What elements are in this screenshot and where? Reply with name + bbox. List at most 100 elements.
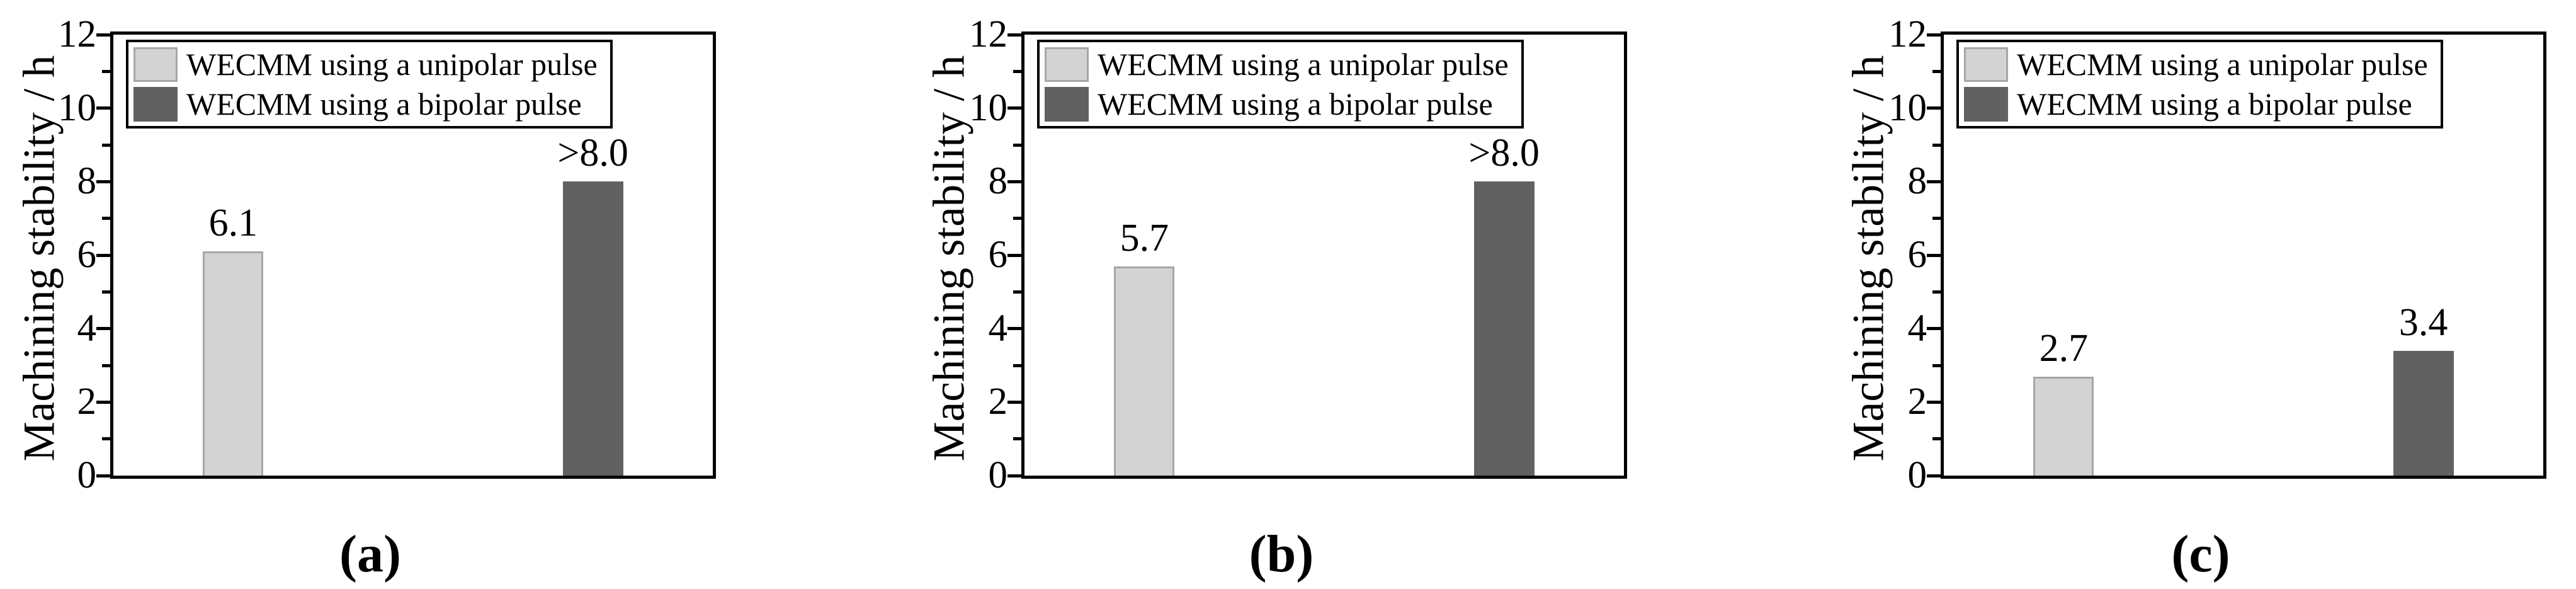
y-axis-minor-tick	[102, 143, 113, 147]
y-axis-major-tick	[1927, 33, 1944, 37]
y-axis-tick-label: 4	[988, 307, 1008, 350]
y-axis-major-tick	[1007, 400, 1024, 404]
y-axis-tick-label: 4	[1907, 307, 1927, 350]
legend-label-bipolar: WECMM using a bipolar pulse	[2017, 86, 2412, 122]
legend-label-unipolar: WECMM using a unipolar pulse	[2017, 47, 2428, 82]
y-axis-tick-label: 12	[58, 13, 96, 55]
y-axis-major-tick	[96, 33, 113, 37]
bar-bipolar	[2393, 350, 2454, 476]
panel-label-a: (a)	[339, 525, 401, 583]
panel-label-b: (b)	[1249, 525, 1314, 583]
legend-swatch-bipolar	[1964, 86, 2008, 122]
y-axis-minor-tick	[1013, 363, 1024, 367]
bar-bipolar	[562, 181, 623, 476]
panel-label-c: (c)	[2171, 525, 2230, 583]
y-axis-minor-tick	[1932, 69, 1944, 73]
bar-value-label: 2.7	[2039, 326, 2089, 370]
y-axis-minor-tick	[1932, 143, 1944, 147]
y-axis-tick-label: 10	[58, 86, 96, 129]
legend-swatch-bipolar	[1045, 86, 1089, 122]
y-axis-tick-label: 2	[1907, 380, 1927, 423]
y-axis-major-tick	[96, 253, 113, 257]
legend-swatch-unipolar	[1964, 47, 2008, 82]
bar-value-label: 5.7	[1120, 216, 1169, 260]
bar-unipolar	[203, 251, 264, 476]
y-axis-major-tick	[1927, 400, 1944, 404]
legend-item-bipolar: WECMM using a bipolar pulse	[1964, 86, 2428, 122]
y-axis-minor-tick	[102, 69, 113, 73]
y-axis-tick-label: 2	[988, 380, 1008, 423]
bar-bipolar	[1473, 181, 1535, 476]
legend: WECMM using a unipolar pulse WECMM using…	[126, 40, 613, 129]
y-axis-major-tick	[96, 180, 113, 183]
legend-label-unipolar: WECMM using a unipolar pulse	[186, 47, 598, 82]
y-axis-major-tick	[1007, 33, 1024, 37]
y-axis-major-tick	[1007, 180, 1024, 183]
legend-label-unipolar: WECMM using a unipolar pulse	[1098, 47, 1509, 82]
y-axis-major-tick	[1007, 106, 1024, 110]
legend-swatch-unipolar	[133, 47, 178, 82]
y-axis-tick-label: 8	[1907, 160, 1927, 203]
y-axis-major-tick	[1927, 106, 1944, 110]
legend-item-unipolar: WECMM using a unipolar pulse	[133, 47, 598, 82]
y-axis-minor-tick	[1932, 363, 1944, 367]
y-axis-major-tick	[1927, 327, 1944, 331]
y-axis-minor-tick	[1013, 143, 1024, 147]
bar-value-label: 6.1	[208, 202, 258, 245]
y-axis-major-tick	[1007, 474, 1024, 477]
y-axis-minor-tick	[1932, 217, 1944, 220]
y-axis-tick-label: 6	[988, 234, 1008, 276]
bar-value-label: 3.4	[2398, 300, 2448, 344]
legend-item-bipolar: WECMM using a bipolar pulse	[1045, 86, 1509, 122]
y-axis-tick-label: 0	[988, 454, 1008, 496]
plot-area-a: WECMM using a unipolar pulse WECMM using…	[58, 15, 716, 495]
y-axis-minor-tick	[1013, 437, 1024, 441]
y-axis-minor-tick	[1013, 290, 1024, 294]
y-axis-major-tick	[1007, 253, 1024, 257]
bar-unipolar	[2033, 376, 2094, 476]
legend-swatch-unipolar	[1045, 47, 1089, 82]
legend-label-bipolar: WECMM using a bipolar pulse	[186, 86, 582, 122]
legend-swatch-bipolar	[133, 86, 178, 122]
plot-area-b: WECMM using a unipolar pulse WECMM using…	[969, 15, 1627, 495]
legend-item-unipolar: WECMM using a unipolar pulse	[1964, 47, 2428, 82]
y-axis-tick-label: 0	[1907, 454, 1927, 496]
bar-value-label: >8.0	[557, 132, 628, 175]
y-axis-minor-tick	[102, 290, 113, 294]
legend-item-unipolar: WECMM using a unipolar pulse	[1045, 47, 1509, 82]
legend-item-bipolar: WECMM using a bipolar pulse	[133, 86, 598, 122]
y-axis-tick-label: 2	[77, 380, 97, 423]
y-axis-minor-tick	[102, 217, 113, 220]
y-axis-minor-tick	[1932, 437, 1944, 441]
legend: WECMM using a unipolar pulse WECMM using…	[1956, 40, 2443, 129]
legend: WECMM using a unipolar pulse WECMM using…	[1037, 40, 1524, 129]
y-axis-major-tick	[1007, 327, 1024, 331]
y-axis-tick-label: 6	[77, 234, 97, 276]
y-axis-tick-label: 10	[1888, 86, 1927, 129]
y-axis-tick-label: 8	[988, 160, 1008, 203]
y-axis-major-tick	[1927, 474, 1944, 477]
y-axis-tick-label: 8	[77, 160, 97, 203]
y-axis-major-tick	[96, 400, 113, 404]
legend-label-bipolar: WECMM using a bipolar pulse	[1098, 86, 1493, 122]
y-axis-major-tick	[96, 474, 113, 477]
y-axis-tick-label: 12	[969, 13, 1007, 55]
bar-unipolar	[1114, 266, 1175, 476]
y-axis-minor-tick	[102, 437, 113, 441]
y-axis-title: Machining stability / h	[1844, 55, 1893, 462]
y-axis-tick-label: 6	[1907, 234, 1927, 276]
y-axis-tick-label: 10	[969, 86, 1007, 129]
bar-value-label: >8.0	[1468, 132, 1540, 175]
y-axis-major-tick	[96, 106, 113, 110]
y-axis-tick-label: 12	[1888, 13, 1927, 55]
y-axis-major-tick	[1927, 180, 1944, 183]
y-axis-tick-label: 0	[77, 454, 97, 496]
y-axis-minor-tick	[102, 363, 113, 367]
y-axis-major-tick	[96, 327, 113, 331]
y-axis-minor-tick	[1013, 69, 1024, 73]
y-axis-major-tick	[1927, 253, 1944, 257]
